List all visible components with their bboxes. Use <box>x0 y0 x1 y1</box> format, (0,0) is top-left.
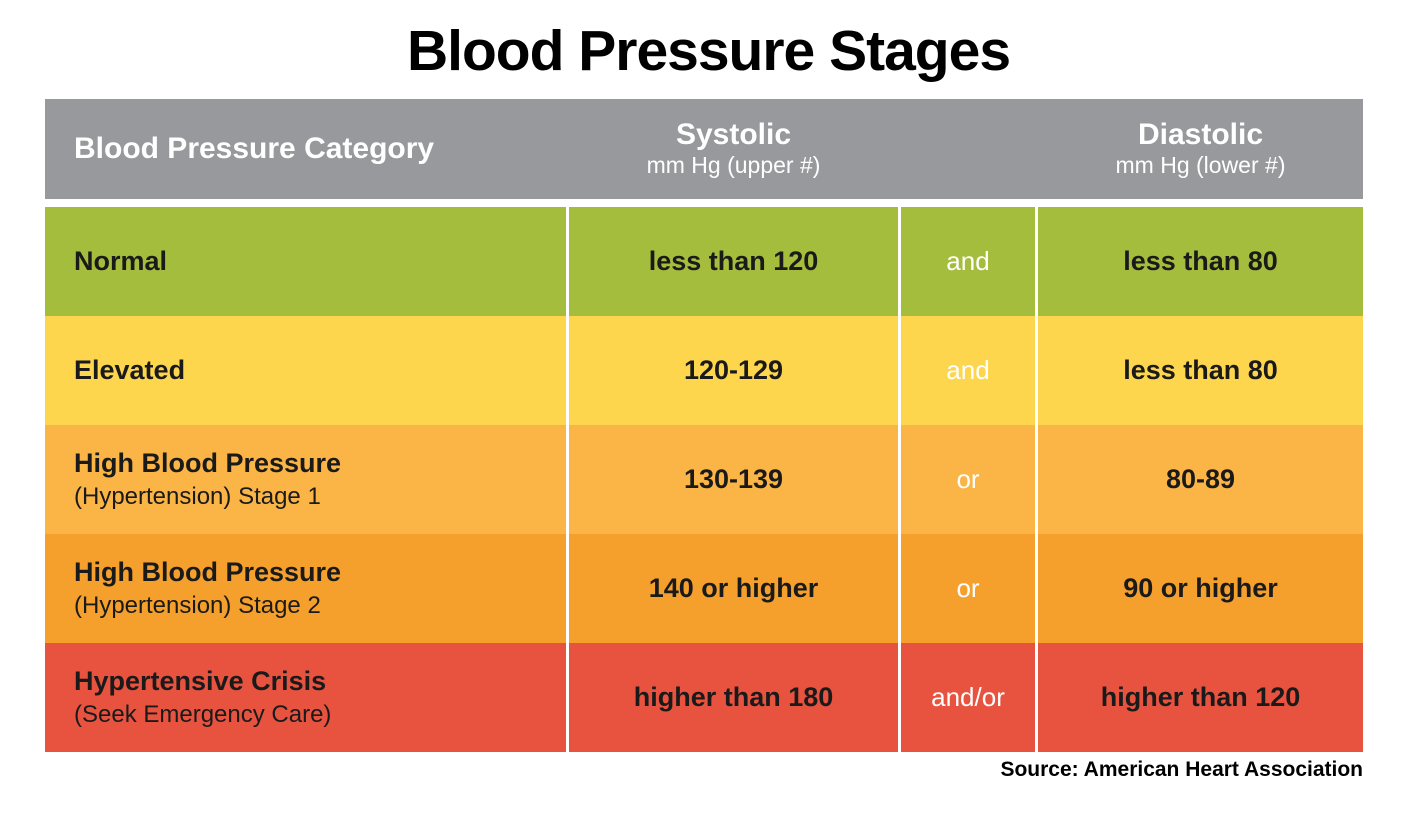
connector-label: or <box>956 464 980 494</box>
connector-label: or <box>956 573 980 603</box>
systolic-cell: 120-129 <box>569 316 898 425</box>
diastolic-value: less than 80 <box>1123 355 1278 385</box>
source-attribution: Source: American Heart Association <box>1000 758 1363 781</box>
connector-cell: or <box>901 425 1035 534</box>
category-note: (Hypertension) Stage 1 <box>74 483 321 511</box>
diastolic-value: higher than 120 <box>1100 682 1301 712</box>
header-diastolic-title: Diastolic <box>1137 117 1264 151</box>
category-cell: Hypertensive Crisis (Seek Emergency Care… <box>45 643 566 752</box>
systolic-cell: higher than 180 <box>569 643 898 752</box>
category-cell: High Blood Pressure (Hypertension) Stage… <box>45 425 566 534</box>
category-note: (Seek Emergency Care) <box>74 701 332 729</box>
systolic-cell: 130-139 <box>569 425 898 534</box>
table-row: Hypertensive Crisis (Seek Emergency Care… <box>45 643 1363 752</box>
systolic-cell: 140 or higher <box>569 534 898 643</box>
connector-cell: and <box>901 207 1035 316</box>
header-systolic-subtitle: mm Hg (upper #) <box>646 152 821 179</box>
diastolic-value: 80-89 <box>1165 464 1236 494</box>
systolic-value: 130-139 <box>683 464 784 494</box>
connector-cell: and/or <box>901 643 1035 752</box>
connector-cell: and <box>901 316 1035 425</box>
category-cell: Normal <box>45 207 566 316</box>
blood-pressure-table: Blood Pressure Category Systolic mm Hg (… <box>45 99 1363 752</box>
connector-label: and <box>946 246 990 276</box>
header-diastolic-subtitle: mm Hg (lower #) <box>1115 152 1286 179</box>
diastolic-value: less than 80 <box>1123 246 1278 276</box>
connector-label: and <box>946 355 990 385</box>
diastolic-cell: 90 or higher <box>1038 534 1363 643</box>
systolic-cell: less than 120 <box>569 207 898 316</box>
diastolic-cell: 80-89 <box>1038 425 1363 534</box>
category-note: (Hypertension) Stage 2 <box>74 592 321 620</box>
table-header-row: Blood Pressure Category Systolic mm Hg (… <box>45 99 1363 199</box>
category-label: Elevated <box>74 354 186 385</box>
systolic-value: 140 or higher <box>648 573 819 603</box>
table-row: High Blood Pressure (Hypertension) Stage… <box>45 425 1363 534</box>
diastolic-cell: higher than 120 <box>1038 643 1363 752</box>
table-body: Normal less than 120 and less than 80 El… <box>45 207 1363 752</box>
header-systolic-cell: Systolic mm Hg (upper #) <box>569 99 898 199</box>
header-systolic-title: Systolic <box>675 117 792 151</box>
diastolic-cell: less than 80 <box>1038 316 1363 425</box>
connector-cell: or <box>901 534 1035 643</box>
header-category-label: Blood Pressure Category <box>74 131 435 165</box>
table-row: Normal less than 120 and less than 80 <box>45 207 1363 316</box>
category-label: High Blood Pressure <box>74 448 342 479</box>
diastolic-cell: less than 80 <box>1038 207 1363 316</box>
category-label: Hypertensive Crisis <box>74 666 327 697</box>
table-row: High Blood Pressure (Hypertension) Stage… <box>45 534 1363 643</box>
header-connector-cell <box>901 99 1035 199</box>
systolic-value: less than 120 <box>648 246 819 276</box>
category-label: Normal <box>74 245 168 276</box>
systolic-value: 120-129 <box>683 355 784 385</box>
systolic-value: higher than 180 <box>633 682 834 712</box>
header-category-cell: Blood Pressure Category <box>45 99 566 199</box>
table-row: Elevated 120-129 and less than 80 <box>45 316 1363 425</box>
page-title: Blood Pressure Stages <box>406 19 1011 83</box>
header-diastolic-cell: Diastolic mm Hg (lower #) <box>1038 99 1363 199</box>
category-cell: Elevated <box>45 316 566 425</box>
category-cell: High Blood Pressure (Hypertension) Stage… <box>45 534 566 643</box>
connector-label: and/or <box>931 682 1005 712</box>
category-label: High Blood Pressure <box>74 557 342 588</box>
diastolic-value: 90 or higher <box>1123 573 1278 603</box>
